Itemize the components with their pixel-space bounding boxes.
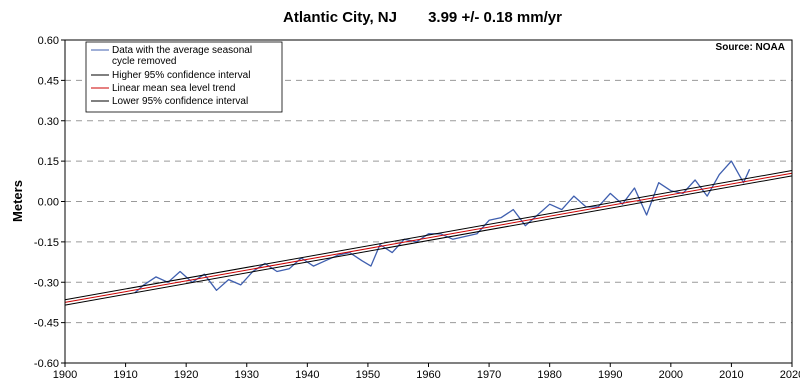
source-label: Source: NOAA xyxy=(716,42,785,53)
y-tick-label: 0.60 xyxy=(38,35,59,47)
legend-label-lower-ci: Lower 95% confidence interval xyxy=(112,96,248,107)
y-tick-label: 0.45 xyxy=(38,75,59,87)
x-tick-label: 2010 xyxy=(719,369,743,381)
y-axis: 0.60 0.45 0.30 0.15 0.00 -0.15 -0.30 -0.45 -0.60 xyxy=(34,35,65,370)
data-series xyxy=(64,160,793,306)
legend-label-trend: Linear mean sea level trend xyxy=(112,83,235,94)
series-trend-line xyxy=(64,172,793,303)
x-tick-label: 1920 xyxy=(174,369,198,381)
y-tick-label: -0.30 xyxy=(34,277,59,289)
legend-label-higher-ci: Higher 95% confidence interval xyxy=(112,70,250,81)
x-tick-label: 1950 xyxy=(356,369,380,381)
x-tick-label: 2000 xyxy=(659,369,683,381)
y-tick-label: 0.30 xyxy=(38,116,59,128)
chart-title-rate: 3.99 +/- 0.18 mm/yr xyxy=(428,9,562,26)
x-tick-label: 1940 xyxy=(295,369,319,381)
x-tick-label: 1900 xyxy=(53,369,77,381)
y-tick-label: 0.15 xyxy=(38,156,59,168)
legend: Data with the average seasonal cycle rem… xyxy=(85,41,283,113)
chart-title-location: Atlantic City, NJ xyxy=(283,9,397,26)
y-tick-label: -0.60 xyxy=(34,358,59,370)
x-tick-label: 1990 xyxy=(598,369,622,381)
y-tick-label: -0.15 xyxy=(34,237,59,249)
x-tick-label: 1960 xyxy=(416,369,440,381)
x-tick-label: 2020 xyxy=(780,369,800,381)
series-higher-ci-line xyxy=(64,170,793,301)
legend-label-data-line1: Data with the average seasonal xyxy=(112,45,252,56)
series-data-line xyxy=(134,160,751,294)
x-tick-label: 1980 xyxy=(537,369,561,381)
series-lower-ci-line xyxy=(64,175,793,306)
legend-box xyxy=(85,41,283,113)
x-axis: 1900 1910 1920 1930 1940 1950 1960 1970 1980 1990… xyxy=(53,363,800,381)
x-tick-label: 1930 xyxy=(235,369,259,381)
y-tick-label: -0.45 xyxy=(34,318,59,330)
y-tick-label: 0.00 xyxy=(38,197,59,209)
legend-label-data-line2: cycle removed xyxy=(112,56,176,67)
x-tick-label: 1970 xyxy=(477,369,501,381)
y-axis-label: Meters xyxy=(10,180,25,222)
x-tick-label: 1910 xyxy=(113,369,137,381)
gridlines xyxy=(65,79,792,324)
